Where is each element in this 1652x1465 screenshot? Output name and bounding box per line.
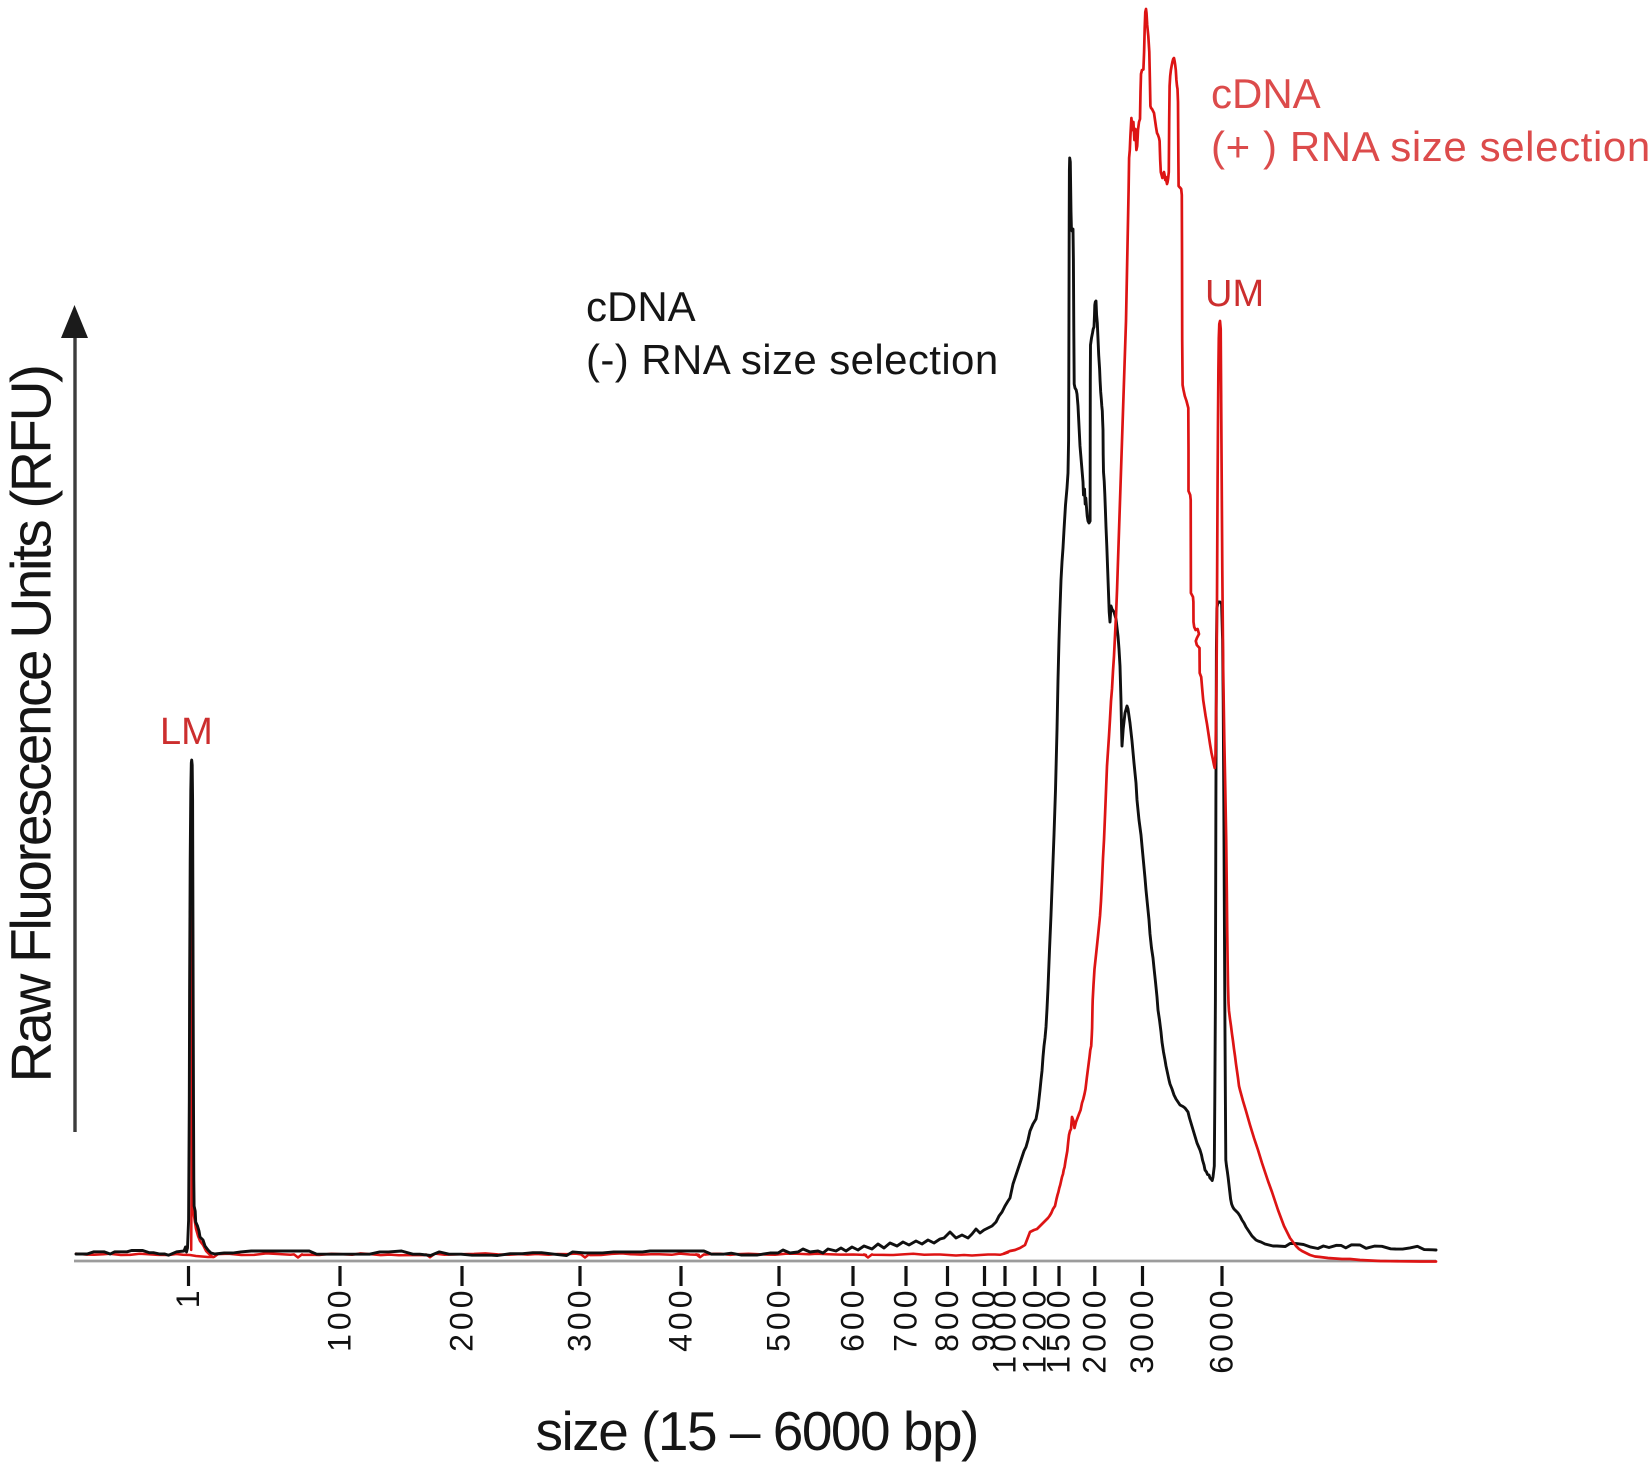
svg-text:(+ ) RNA size selection: (+ ) RNA size selection: [1211, 123, 1651, 170]
svg-text:2000: 2000: [1076, 1287, 1112, 1374]
svg-text:800: 800: [929, 1287, 965, 1352]
svg-text:900: 900: [966, 1287, 1002, 1352]
svg-text:200: 200: [444, 1287, 480, 1352]
svg-text:400: 400: [663, 1287, 699, 1352]
svg-text:3000: 3000: [1124, 1287, 1160, 1374]
svg-text:Raw Fluorescence Units (RFU): Raw Fluorescence Units (RFU): [0, 367, 64, 1083]
svg-text:6000: 6000: [1204, 1287, 1240, 1374]
svg-text:100: 100: [322, 1287, 358, 1352]
svg-text:UM: UM: [1205, 273, 1264, 315]
svg-text:1: 1: [170, 1287, 206, 1309]
svg-text:cDNA: cDNA: [586, 283, 696, 330]
svg-text:cDNA: cDNA: [1211, 70, 1321, 117]
svg-text:500: 500: [761, 1287, 797, 1352]
svg-text:300: 300: [562, 1287, 598, 1352]
svg-text:LM: LM: [160, 711, 213, 753]
svg-text:size (15 – 6000 bp): size (15 – 6000 bp): [536, 1400, 978, 1462]
svg-text:1500: 1500: [1041, 1287, 1077, 1374]
svg-text:1200: 1200: [1017, 1287, 1053, 1374]
svg-text:700: 700: [888, 1287, 924, 1352]
svg-text:(-) RNA size selection: (-) RNA size selection: [586, 336, 999, 383]
svg-text:1000: 1000: [987, 1287, 1023, 1374]
svg-text:600: 600: [835, 1287, 871, 1352]
